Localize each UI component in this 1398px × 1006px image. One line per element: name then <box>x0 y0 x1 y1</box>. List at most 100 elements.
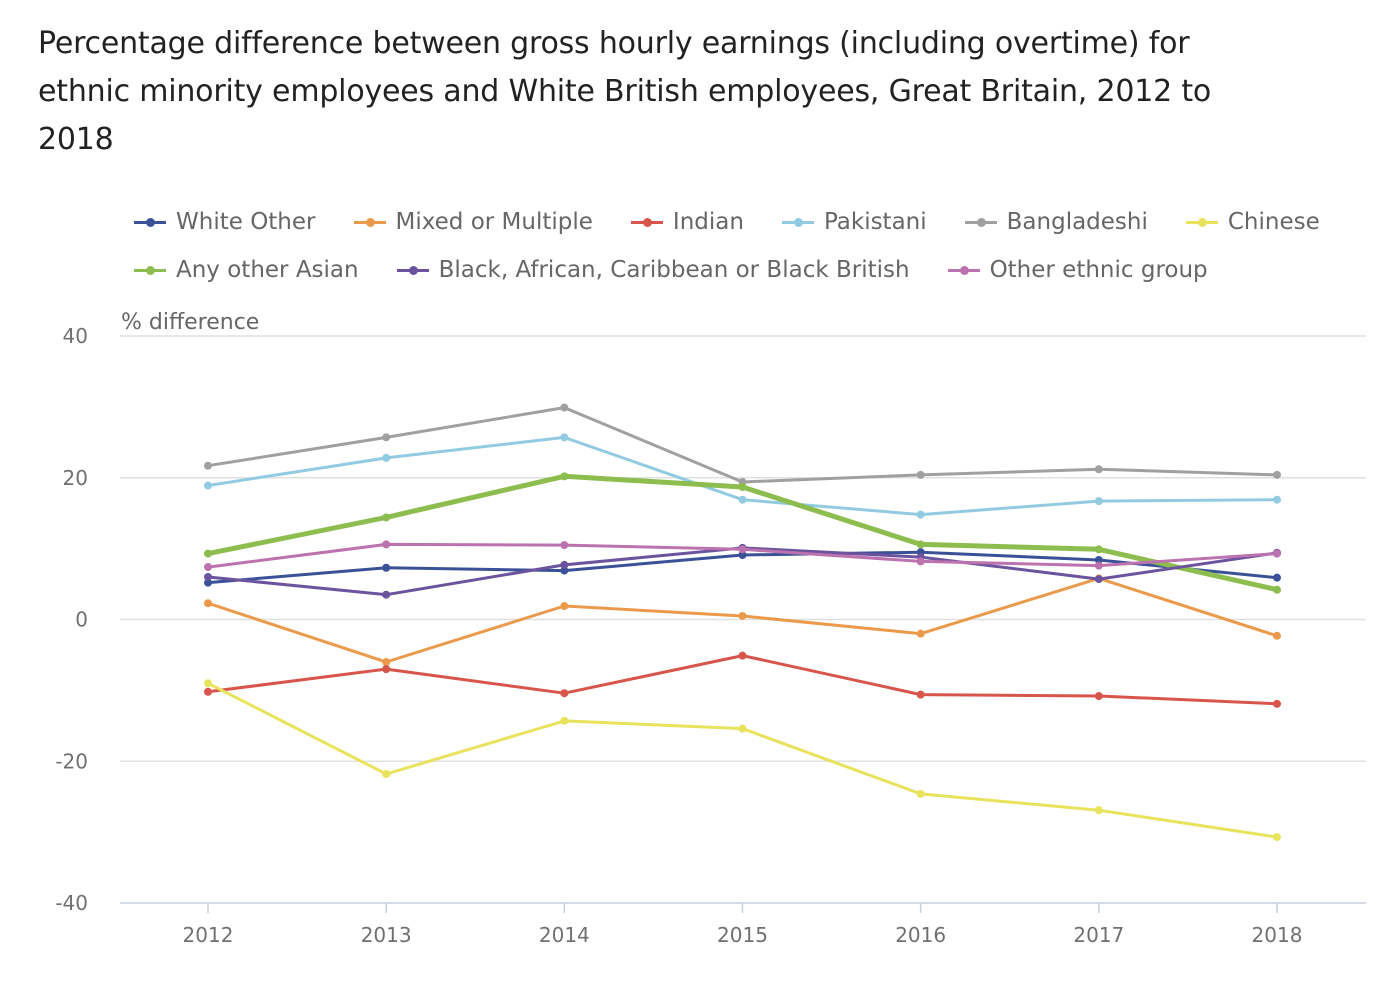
data-point <box>382 770 391 779</box>
data-point <box>916 690 925 699</box>
legend-swatch <box>964 217 997 227</box>
legend-item-other-ethnic-group[interactable]: Other ethnic group <box>947 257 1208 283</box>
data-point <box>382 513 391 522</box>
data-point <box>204 687 212 696</box>
data-point <box>560 403 569 412</box>
data-point <box>1094 561 1103 570</box>
y-axis-label: % difference <box>121 310 259 335</box>
data-point <box>204 481 212 490</box>
data-point <box>1273 573 1281 582</box>
data-point <box>382 658 391 667</box>
data-point <box>916 557 925 566</box>
legend-swatch <box>134 265 166 275</box>
y-tick-label: -40 <box>55 891 88 915</box>
y-tick-label: 40 <box>63 324 88 348</box>
data-point <box>382 665 391 674</box>
legend-label: Indian <box>672 209 744 235</box>
legend-label: Other ethnic group <box>989 257 1208 283</box>
legend-label: White Other <box>176 209 316 235</box>
data-point <box>916 510 925 519</box>
legend-item-bangladeshi[interactable]: Bangladeshi <box>964 209 1148 235</box>
data-point <box>1094 555 1103 564</box>
x-tick-label: 2015 <box>717 923 768 947</box>
data-point <box>1273 549 1281 558</box>
x-tick-label: 2018 <box>1252 923 1303 947</box>
data-point <box>1094 575 1103 584</box>
data-point <box>382 453 391 462</box>
data-point <box>204 599 212 608</box>
data-point <box>560 433 569 442</box>
x-tick-label: 2012 <box>183 923 234 947</box>
legend-row: White Other Mixed or Multiple Indian Pak… <box>134 198 1334 246</box>
legend-item-white-other[interactable]: White Other <box>134 209 316 235</box>
data-point <box>560 560 569 569</box>
data-point <box>204 549 212 558</box>
legend-label: Mixed or Multiple <box>395 209 593 235</box>
series-line-5 <box>206 681 1279 839</box>
data-point <box>916 540 925 549</box>
data-point <box>1273 470 1281 479</box>
legend-item-black[interactable]: Black, African, Caribbean or Black Briti… <box>396 257 910 283</box>
data-point <box>738 611 747 620</box>
x-tick-label: 2016 <box>895 923 946 947</box>
legend-item-indian[interactable]: Indian <box>630 209 744 235</box>
data-point <box>382 540 391 549</box>
data-point <box>1094 465 1103 474</box>
legend-swatch <box>396 265 429 275</box>
data-point <box>738 651 747 660</box>
legend-swatch <box>134 217 166 227</box>
data-point <box>1094 806 1103 815</box>
legend-swatch <box>781 217 814 227</box>
legend-row: Any other Asian Black, African, Caribbea… <box>134 246 1334 294</box>
data-point <box>204 679 212 688</box>
series-line-4 <box>206 406 1279 484</box>
data-point <box>204 572 212 581</box>
data-point <box>560 689 569 698</box>
y-tick-label: -20 <box>55 749 88 773</box>
data-point <box>738 495 747 504</box>
legend-swatch <box>947 265 980 275</box>
legend-swatch <box>630 217 663 227</box>
data-point <box>916 470 925 479</box>
chart-title: Percentage difference between gross hour… <box>38 26 1212 157</box>
data-point <box>382 433 391 442</box>
legend-label: Chinese <box>1227 209 1320 235</box>
legend-label: Any other Asian <box>176 257 359 283</box>
data-point <box>738 545 747 554</box>
data-point <box>204 461 212 470</box>
data-point <box>1273 495 1281 504</box>
legend-item-any-other-asian[interactable]: Any other Asian <box>134 257 359 283</box>
legend-item-chinese[interactable]: Chinese <box>1185 209 1320 235</box>
legend: White Other Mixed or Multiple Indian Pak… <box>134 198 1334 294</box>
data-point <box>1094 545 1103 554</box>
data-point <box>382 590 391 599</box>
legend-label: Pakistani <box>823 209 927 235</box>
data-point <box>560 566 569 575</box>
data-point <box>916 629 925 638</box>
data-point <box>560 541 569 550</box>
data-point <box>560 472 569 481</box>
y-tick-label: 20 <box>63 466 88 490</box>
data-point <box>1094 692 1103 701</box>
data-point <box>560 716 569 725</box>
data-point <box>916 789 925 798</box>
legend-item-mixed-or-multiple[interactable]: Mixed or Multiple <box>353 209 593 235</box>
legend-swatch <box>353 217 386 227</box>
data-point <box>204 563 212 572</box>
legend-swatch <box>1185 217 1218 227</box>
data-point <box>1273 585 1281 594</box>
x-tick-label: 2017 <box>1073 923 1124 947</box>
data-point <box>1094 497 1103 506</box>
legend-label: Bangladeshi <box>1006 209 1148 235</box>
series-line-2 <box>206 654 1279 706</box>
data-point <box>1273 833 1281 842</box>
legend-item-pakistani[interactable]: Pakistani <box>781 209 927 235</box>
legend-label: Black, African, Caribbean or Black Briti… <box>438 257 910 283</box>
data-point <box>738 482 747 491</box>
y-tick-label: 0 <box>75 608 88 632</box>
data-point <box>382 563 391 572</box>
data-point <box>1273 631 1281 640</box>
x-tick-label: 2013 <box>361 923 412 947</box>
series-line-6 <box>205 473 1280 593</box>
